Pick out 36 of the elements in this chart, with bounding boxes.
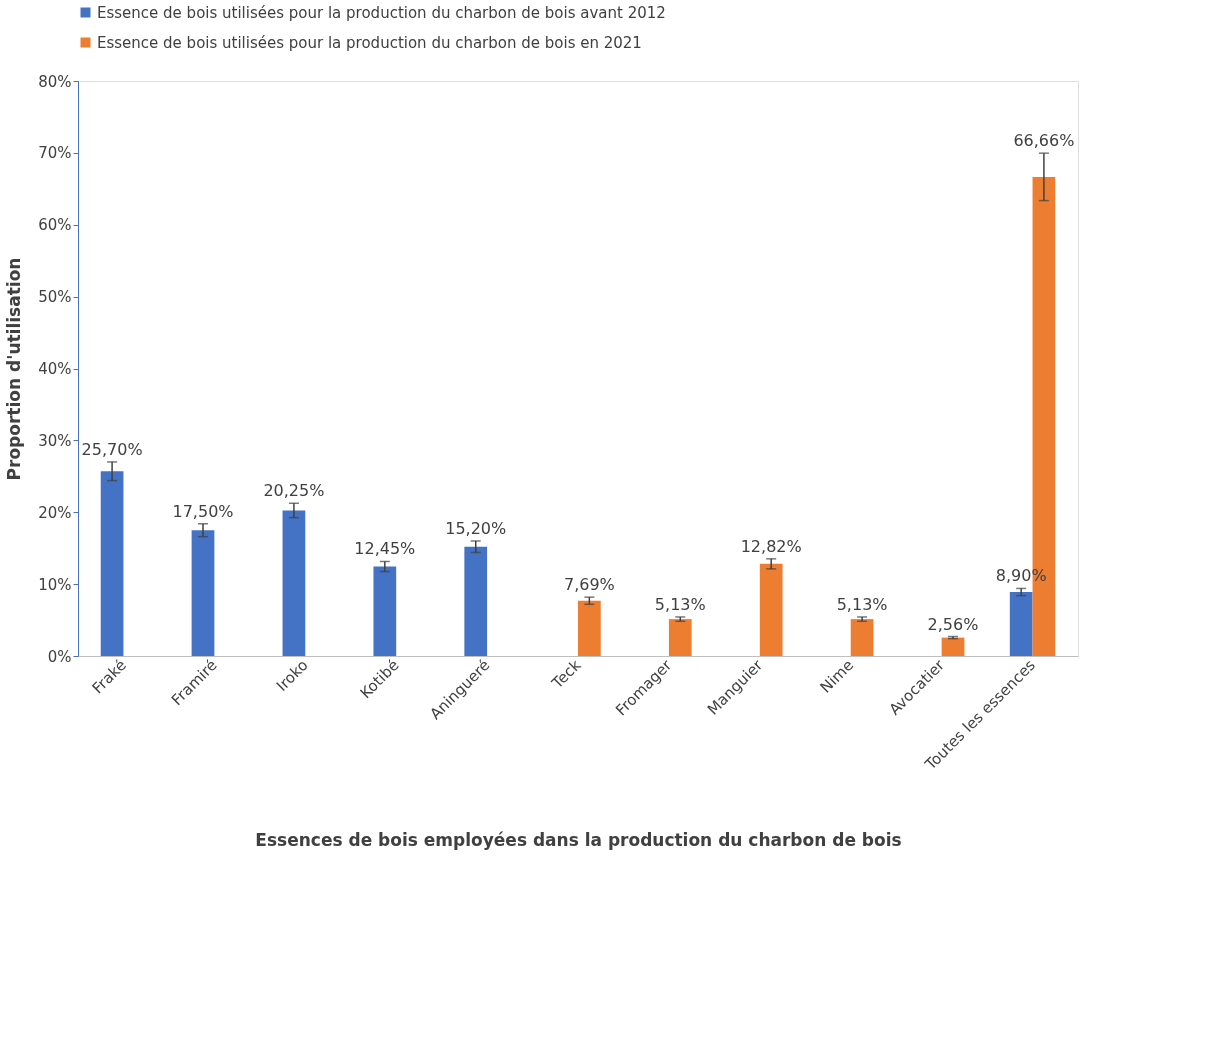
data-label: 66,66% <box>1013 131 1075 151</box>
x-axis-title: Essences de bois employées dans la production du charbon de bois <box>255 829 902 850</box>
y-tick-label: 70% <box>38 144 72 163</box>
bar <box>759 563 783 656</box>
data-label: 25,70% <box>81 439 143 459</box>
y-tick-label: 10% <box>38 575 72 594</box>
bar <box>100 471 124 656</box>
data-label: 17,50% <box>172 501 234 521</box>
x-tick-label: Teck <box>547 655 585 693</box>
legend-label: Essence de bois utilisées pour la production du charbon de bois en 2021 <box>97 33 642 52</box>
data-label: 2,56% <box>927 614 979 634</box>
y-tick-label: 0% <box>47 647 72 666</box>
data-label: 12,82% <box>740 536 802 556</box>
data-label: 15,20% <box>445 519 507 538</box>
bar <box>1009 592 1033 656</box>
y-tick-label: 60% <box>38 216 72 235</box>
data-label: 12,45% <box>354 539 416 559</box>
bar <box>464 546 488 656</box>
data-label: 20,25% <box>263 481 325 501</box>
y-axis-title: Proportion d'utilisation <box>4 257 25 481</box>
y-tick-label: 40% <box>38 360 72 378</box>
bar <box>282 510 306 656</box>
y-tick-label: 20% <box>38 503 72 522</box>
legend-label: Essence de bois utilisées pour la production du charbon de bois avant 2012 <box>97 3 666 22</box>
y-tick-label: 50% <box>38 288 72 307</box>
bar <box>941 637 965 656</box>
bar <box>850 619 874 656</box>
data-label: 5,13% <box>654 594 706 614</box>
data-label: 5,13% <box>836 594 888 614</box>
bar <box>373 566 397 656</box>
bar <box>191 530 215 656</box>
data-label: 7,69% <box>563 575 615 595</box>
y-tick-label: 30% <box>38 431 72 450</box>
bar <box>578 600 601 656</box>
bar <box>668 619 692 656</box>
y-tick-label: 80% <box>38 72 72 91</box>
